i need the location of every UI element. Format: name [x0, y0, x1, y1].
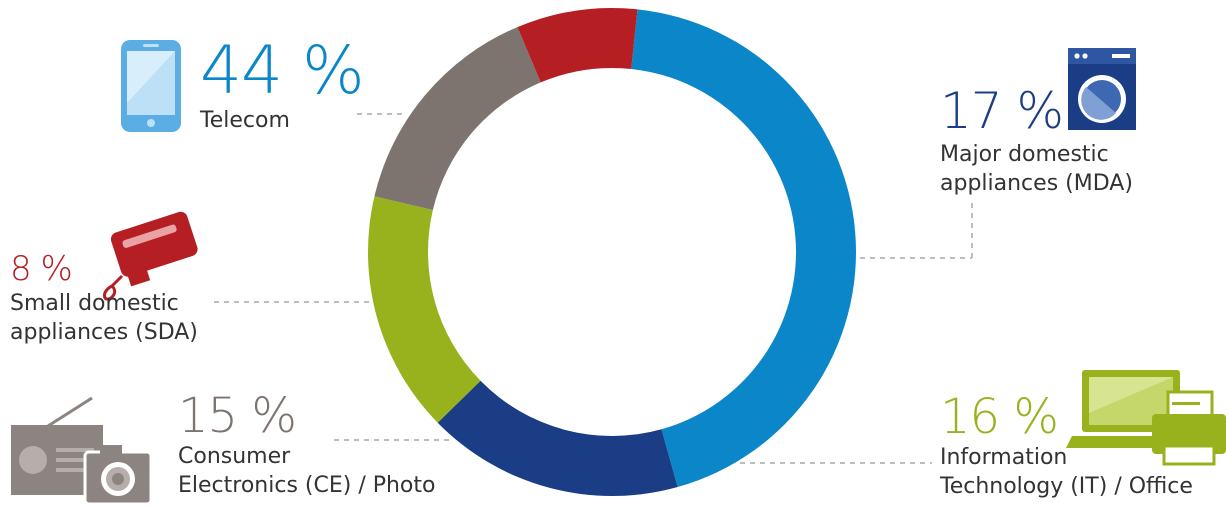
slice-telecom [631, 9, 856, 488]
it-name-line2: Technology (IT) / Office [940, 474, 1193, 499]
telecom-percent: 44 % [200, 32, 365, 109]
radio-camera-icon [11, 396, 153, 506]
label-telecom: 44 % Telecom [200, 32, 365, 135]
hand-mixer-icon [103, 211, 198, 301]
label-mda: 17 % Major domestic appliances (MDA) [940, 86, 1133, 198]
leader-lines [214, 113, 973, 464]
label-it: 16 % Information Technology (IT) / Offic… [940, 393, 1193, 501]
sda-percent: 8 % [10, 249, 73, 289]
washing-machine-icon [1068, 48, 1136, 130]
slice-consumer-electronics-ce-photo [374, 27, 541, 210]
smartphone-icon [121, 40, 181, 132]
it-name-line1: Information [940, 445, 1068, 470]
slice-small-domestic-appliances-sda [517, 7, 638, 83]
label-sda: 8 % Small domestic appliances (SDA) [10, 252, 198, 347]
donut-chart [368, 7, 856, 496]
sda-name-line1: Small domestic [10, 291, 179, 316]
sda-name-line2: appliances (SDA) [10, 320, 198, 345]
slice-major-domestic-appliances-mda [437, 380, 678, 496]
telecom-name: Telecom [200, 108, 290, 133]
slice-information-technology-it-office [368, 196, 481, 423]
label-ce: 15 % Consumer Electronics (CE) / Photo [178, 392, 435, 500]
ce-name-line1: Consumer [178, 444, 291, 469]
mda-percent: 17 % [940, 82, 1064, 140]
mda-name-line1: Major domestic [940, 142, 1109, 167]
mda-name-line2: appliances (MDA) [940, 171, 1133, 196]
it-percent: 16 % [940, 389, 1059, 445]
ce-name-line2: Electronics (CE) / Photo [178, 473, 436, 498]
laptop-printer-icon [1066, 370, 1226, 466]
ce-percent: 15 % [178, 388, 297, 444]
